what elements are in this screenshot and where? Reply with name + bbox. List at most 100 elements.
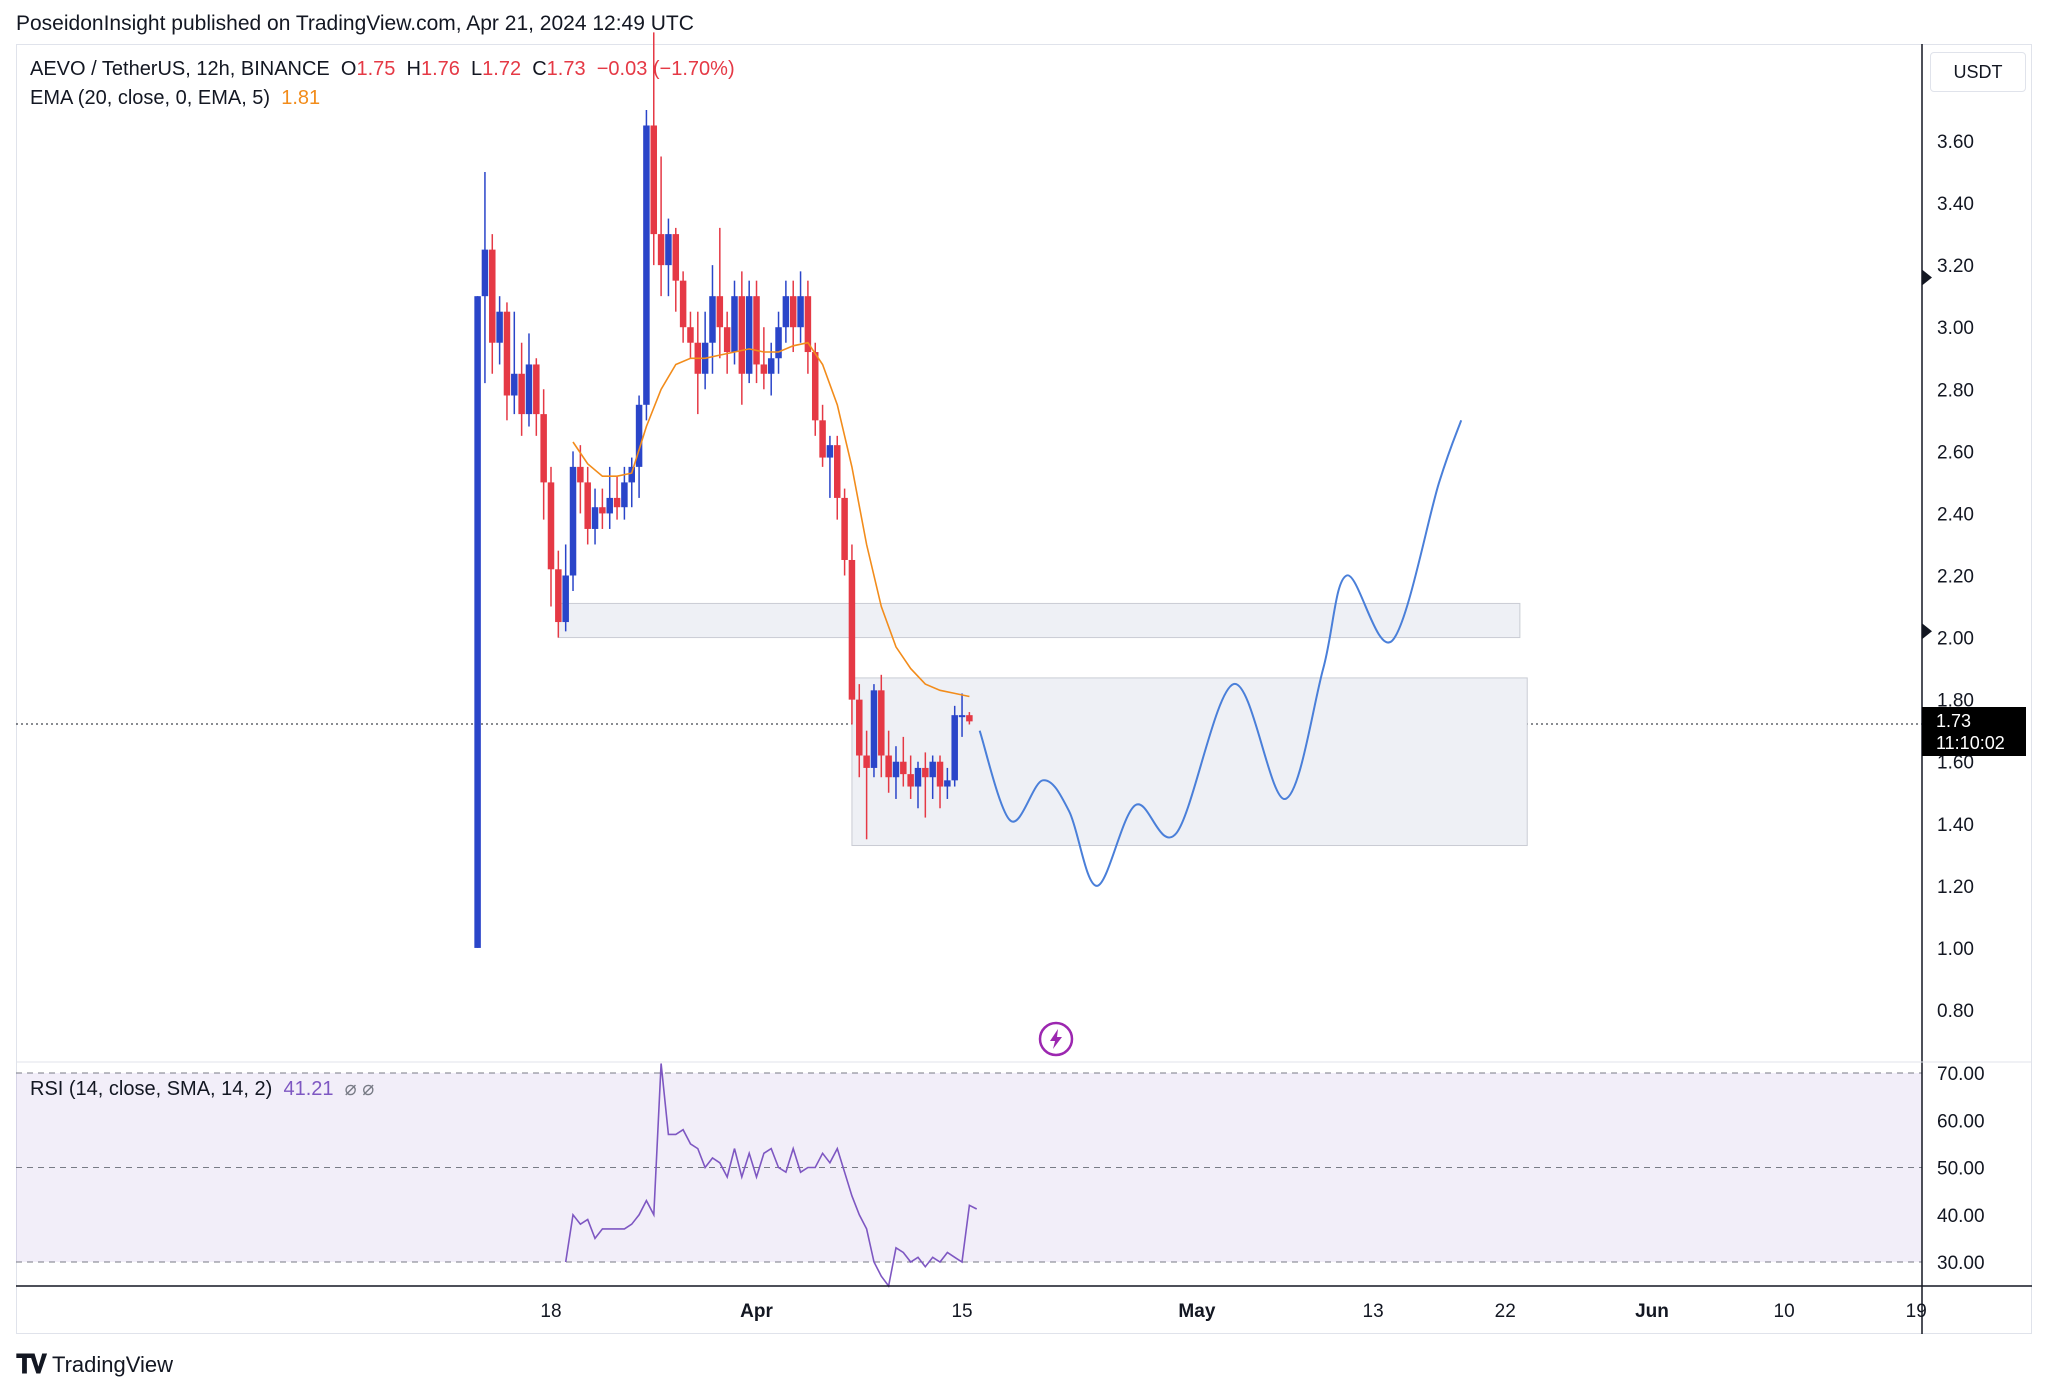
candle	[562, 544, 569, 632]
price-marker-arrow	[1922, 269, 1932, 286]
candle	[753, 280, 760, 384]
candle	[900, 736, 907, 787]
time-tick-label: 22	[1495, 1301, 1516, 1322]
candle	[775, 311, 782, 374]
candle-body	[562, 575, 569, 623]
candle	[694, 311, 702, 415]
candle-body	[907, 774, 914, 787]
candle-body	[628, 466, 635, 483]
candle-body	[834, 445, 841, 498]
price-tick-label: 3.20	[1937, 256, 1974, 277]
candle	[885, 730, 892, 793]
candle	[591, 488, 599, 545]
candle-body	[878, 690, 885, 756]
open-label: O	[340, 58, 357, 80]
symbol-label: AEVO / TetherUS, 12h, BINANCE	[30, 58, 330, 80]
candle	[892, 746, 900, 799]
candle	[811, 342, 819, 436]
candle-body	[819, 420, 826, 458]
candle-body	[789, 296, 797, 328]
candle	[606, 466, 613, 529]
candle-body	[687, 327, 694, 343]
rsi-value: 41.21	[283, 1078, 334, 1100]
candle	[856, 684, 863, 778]
candle-body	[944, 780, 951, 787]
time-tick-label: 13	[1363, 1301, 1384, 1322]
candle-body	[533, 364, 540, 415]
candle-body	[481, 249, 489, 297]
candle-body	[863, 755, 870, 768]
candle-body	[848, 559, 856, 700]
candle-body	[885, 755, 892, 778]
candle-body	[841, 497, 848, 560]
candle	[518, 342, 525, 436]
axis-layer: 3.60 3.40 3.20 3.00 2.80 2.60 2.40 2.20 2.00 1.80…	[16, 44, 2032, 1334]
candle-body	[892, 761, 900, 778]
price-tick-label: 3.40	[1937, 194, 1974, 215]
candle	[474, 296, 481, 948]
candle	[496, 296, 503, 365]
rsi-legend: RSI (14, close, SMA, 14, 2) 41.21 ⌀ ⌀	[30, 1076, 374, 1101]
candle	[657, 156, 665, 297]
candle-body	[555, 569, 562, 623]
candle-body	[650, 125, 658, 235]
candle-body	[826, 445, 834, 458]
candle-body	[760, 364, 768, 374]
candle	[826, 435, 834, 498]
candle-body	[474, 296, 481, 948]
candle-body	[731, 296, 738, 353]
high-value: 1.76	[420, 58, 460, 80]
candle	[503, 302, 511, 421]
candle-body	[753, 296, 760, 365]
price-tick-label: 2.60	[1937, 442, 1974, 463]
price-tick-label: 2.20	[1937, 567, 1974, 588]
tradingview-branding[interactable]: 𝐓𝐕 TradingView	[16, 1349, 173, 1381]
low-value: 1.72	[482, 58, 522, 80]
candle-body	[922, 767, 929, 778]
zones-layer	[557, 602, 1528, 847]
candle	[569, 451, 577, 592]
price-tick-label: 3.60	[1937, 132, 1974, 153]
candle-body	[613, 497, 621, 508]
candle-body	[716, 296, 724, 328]
candle-body	[900, 761, 907, 775]
rsi-tick-label: 40.00	[1937, 1206, 1985, 1227]
price-tick-label: 1.20	[1937, 877, 1974, 898]
candle-body	[496, 311, 503, 343]
candle-body	[914, 767, 922, 787]
candle-body	[518, 373, 525, 415]
candle	[870, 684, 878, 778]
ema-line	[572, 341, 970, 698]
candle	[525, 333, 533, 427]
candle	[863, 730, 870, 840]
candle	[929, 755, 936, 799]
ohlc-legend: AEVO / TetherUS, 12h, BINANCE O1.75 H1.7…	[30, 58, 735, 81]
candle	[672, 227, 680, 312]
rsi-layer	[16, 1063, 1922, 1288]
candle-body	[679, 280, 687, 328]
candle	[540, 389, 547, 520]
rsi-line	[564, 1063, 978, 1288]
rsi-extra: ⌀ ⌀	[344, 1078, 375, 1100]
tradingview-name: TradingView	[51, 1352, 174, 1377]
candle	[687, 311, 694, 359]
supply-demand-zone	[851, 677, 1528, 847]
candle	[922, 752, 929, 818]
price-tick-label: 2.00	[1937, 629, 1974, 650]
candle-body	[599, 507, 606, 514]
price-marker-arrow	[1922, 623, 1932, 640]
candle-body	[584, 482, 591, 529]
currency-unit-button[interactable]: USDT	[1930, 52, 2026, 92]
candle	[731, 280, 738, 365]
candle	[511, 311, 518, 415]
candle-body	[709, 296, 716, 343]
close-value: 1.73	[546, 58, 586, 80]
candle-body	[606, 497, 613, 514]
candle	[767, 342, 775, 396]
candle	[716, 227, 724, 359]
price-tick-label: 2.40	[1937, 504, 1974, 525]
publisher-caption: PoseidonInsight published on TradingView…	[16, 12, 694, 35]
candle	[936, 755, 944, 809]
candle-body	[665, 234, 672, 266]
